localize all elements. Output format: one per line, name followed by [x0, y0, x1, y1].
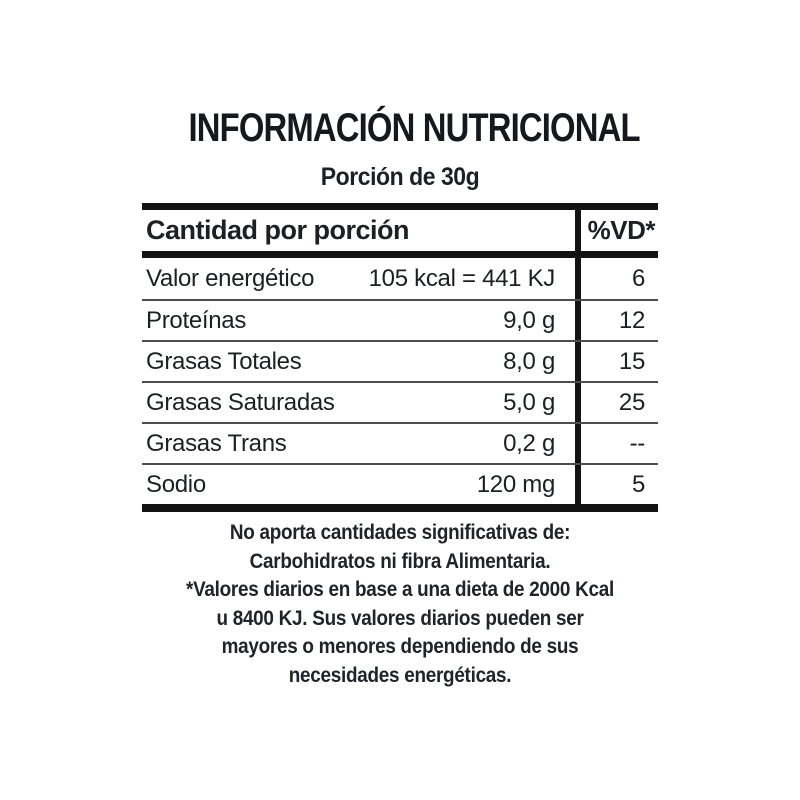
- nutrient-amount: 9,0 g: [503, 306, 555, 334]
- footnote-line: mayores o menores dependiendo de sus: [221, 635, 579, 658]
- nutrient-dv: 5: [575, 465, 658, 504]
- footnote: No aporta cantidades significativas de: …: [142, 519, 658, 690]
- nutrient-name: Proteínas: [146, 306, 247, 334]
- table-row-grasas-totales: Grasas Totales 8,0 g 15: [142, 340, 658, 381]
- label-title: INFORMACIÓN NUTRICIONAL: [188, 106, 640, 150]
- table-row-proteinas: Proteínas 9,0 g 12: [142, 299, 658, 340]
- footnote-line: Carbohidratos ni fibra Alimentaria.: [249, 549, 551, 573]
- serving-size: Porción de 30g: [320, 163, 480, 191]
- nutrient-amount: 120 mg: [476, 470, 556, 498]
- nutrient-name: Grasas Trans: [146, 429, 287, 457]
- header-amount-per-serving: Cantidad por porción: [146, 215, 410, 245]
- nutrient-dv: --: [575, 424, 658, 463]
- table-row-valor-energetico: Valor energético 105 kcal = 441 KJ 6: [142, 258, 658, 299]
- footnote-line: *Valores diarios en base a una dieta de …: [185, 578, 614, 601]
- footnote-line: No aporta cantidades significativas de:: [229, 521, 571, 544]
- table-header-row: Cantidad por porción %VD*: [142, 210, 658, 258]
- table-row-sodio: Sodio 120 mg 5: [142, 463, 658, 504]
- nutrient-name: Valor energético: [146, 264, 315, 292]
- table-row-grasas-saturadas: Grasas Saturadas 5,0 g 25: [142, 381, 658, 422]
- nutrient-dv: 25: [575, 383, 658, 422]
- nutrient-name: Grasas Saturadas: [146, 388, 335, 416]
- nutrient-amount: 105 kcal = 441 KJ: [368, 264, 556, 292]
- nutrition-label: INFORMACIÓN NUTRICIONAL Porción de 30g C…: [142, 108, 658, 690]
- nutrient-dv: 6: [575, 258, 658, 299]
- nutrient-name: Grasas Totales: [146, 347, 302, 375]
- nutrition-table: Cantidad por porción %VD* Valor energéti…: [142, 203, 658, 512]
- table-row-grasas-trans: Grasas Trans 0,2 g --: [142, 422, 658, 463]
- nutrient-amount: 5,0 g: [503, 388, 555, 416]
- header-percent-dv: %VD*: [575, 210, 658, 251]
- nutrient-amount: 8,0 g: [503, 347, 555, 375]
- nutrient-dv: 12: [575, 301, 658, 340]
- footnote-line: u 8400 KJ. Sus valores diarios pueden se…: [216, 606, 584, 630]
- nutrient-dv: 15: [575, 342, 658, 381]
- nutrient-amount: 0,2 g: [503, 429, 555, 457]
- nutrient-name: Sodio: [146, 470, 206, 498]
- footnote-line: necesidades energéticas.: [288, 663, 512, 687]
